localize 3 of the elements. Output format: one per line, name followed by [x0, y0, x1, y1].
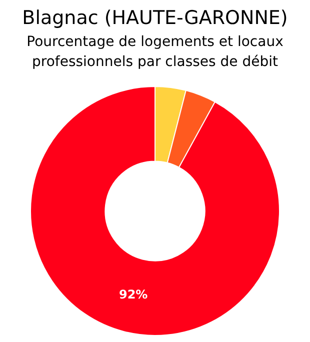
chart-title: Blagnac (HAUTE-GARONNE) [21, 6, 289, 31]
data-label: 92% [118, 288, 148, 302]
chart-subtitle: Pourcentage de logements et locaux professionnels par classes de débit [26, 33, 284, 72]
